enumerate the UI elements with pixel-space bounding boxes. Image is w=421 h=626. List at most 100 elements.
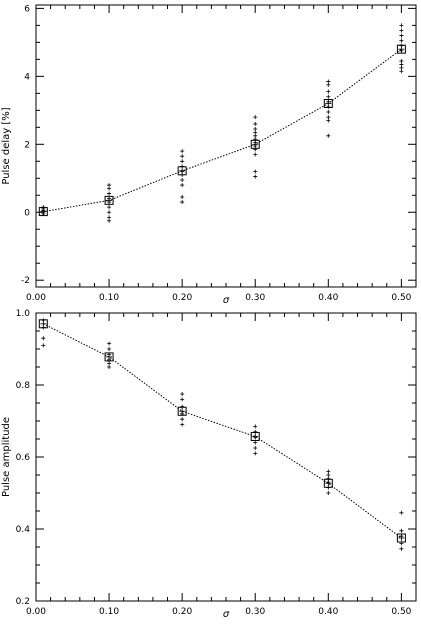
- x-tick-label: 0.30: [245, 607, 265, 617]
- sample-point: [399, 528, 404, 533]
- sample-point: [180, 200, 185, 205]
- sample-point: [107, 205, 112, 210]
- sample-point: [326, 79, 331, 84]
- sample-point: [253, 446, 258, 450]
- y-tick-label: 6: [24, 4, 30, 14]
- sample-point: [253, 435, 258, 440]
- sample-point: [326, 89, 331, 94]
- sample-point: [253, 440, 258, 445]
- sample-point: [326, 469, 331, 474]
- y-axis-label: Pulse delay [%]: [1, 107, 12, 184]
- sample-point: [253, 121, 258, 126]
- plot-frame: [35, 312, 417, 602]
- sample-point: [399, 48, 404, 53]
- sample-point: [41, 325, 46, 330]
- x-tick-label: 0.40: [318, 293, 338, 303]
- x-tick-label: 0.50: [391, 293, 411, 303]
- sample-point: [253, 429, 258, 434]
- sample-point: [326, 110, 331, 115]
- sample-point: [253, 424, 258, 429]
- sample-point: [253, 174, 258, 179]
- sample-point: [326, 133, 331, 138]
- x-tick-label: 0.20: [172, 607, 192, 617]
- y-axis-label: Pulse amplitude: [1, 417, 12, 497]
- sample-point: [253, 169, 258, 174]
- sample-point: [399, 534, 404, 539]
- sample-point: [399, 43, 404, 48]
- mean-line: [43, 48, 402, 213]
- sample-point: [399, 28, 404, 33]
- y-tick-label: 4: [24, 72, 30, 82]
- delay-panel: 0.00 0.10 0.20 0.30 0.40 0.50 -2 0 2 4 6 σ Pulse del…: [1, 4, 417, 306]
- sample-point: [180, 149, 185, 154]
- sample-point: [180, 422, 185, 427]
- sample-point: [253, 127, 258, 132]
- sample-point: [326, 104, 331, 109]
- sample-point: [107, 361, 112, 366]
- sample-point: [107, 191, 112, 196]
- sample-point: [326, 491, 331, 495]
- sample-point: [41, 336, 46, 341]
- sample-point: [180, 417, 185, 422]
- sample-point: [180, 177, 185, 182]
- sample-point: [326, 118, 331, 123]
- y-tick-label: 0.8: [16, 381, 31, 391]
- x-tick-label: 0.10: [99, 607, 119, 617]
- mean-line: [43, 323, 402, 539]
- sample-point: [180, 183, 185, 188]
- sample-point: [399, 546, 404, 551]
- sample-point: [326, 82, 331, 87]
- x-tick-label: 0.00: [26, 293, 46, 303]
- sample-point: [180, 159, 185, 164]
- sample-point: [399, 23, 404, 28]
- sample-point: [180, 164, 185, 169]
- sample-point: [107, 186, 112, 191]
- sample-point: [107, 352, 112, 357]
- sample-point: [180, 411, 185, 416]
- x-axis-label: σ: [223, 295, 230, 306]
- sample-point: [180, 404, 185, 409]
- sample-point: [107, 357, 112, 362]
- sample-point: [399, 510, 404, 515]
- sample-point: [399, 65, 404, 70]
- sample-point: [253, 147, 258, 152]
- plot-frame: [35, 4, 417, 288]
- sample-point: [399, 62, 404, 67]
- sample-point: [399, 541, 404, 546]
- sample-point: [326, 476, 331, 481]
- sample-point: [253, 115, 258, 120]
- sample-point: [253, 130, 258, 135]
- sample-point: [107, 215, 112, 220]
- sample-point: [107, 183, 112, 188]
- x-axis-label: σ: [223, 609, 230, 620]
- square-marker: [104, 195, 114, 205]
- sample-point: [107, 341, 112, 346]
- y-tick-label: 0.2: [16, 597, 30, 607]
- sample-point: [326, 473, 331, 477]
- y-tick-label: 0: [24, 208, 30, 218]
- sample-point: [107, 200, 112, 205]
- x-tick-label: 0.30: [245, 293, 265, 303]
- y-tick-label: 0.4: [16, 525, 31, 535]
- sample-point: [399, 33, 404, 38]
- sample-point: [180, 392, 185, 396]
- sample-point: [107, 365, 112, 369]
- sample-point: [180, 154, 185, 159]
- sample-point: [41, 205, 46, 210]
- y-tick-label: 2: [24, 140, 30, 150]
- sample-point: [326, 485, 331, 490]
- sample-point: [107, 210, 112, 215]
- sample-point: [107, 218, 112, 223]
- sample-point: [41, 343, 46, 348]
- x-tick-label: 0.20: [172, 293, 192, 303]
- sample-point: [253, 133, 258, 138]
- x-tick-label: 0.50: [391, 607, 411, 617]
- sample-point: [326, 480, 331, 485]
- sample-point: [326, 115, 331, 120]
- x-tick-label: 0.00: [26, 607, 46, 617]
- sample-point: [253, 451, 258, 456]
- amplitude-panel: 0.00 0.10 0.20 0.30 0.40 0.50 0.2 0.4 0.6 0.8 1.0 σ…: [1, 309, 417, 620]
- sample-point: [180, 397, 185, 402]
- y-tick-label: -2: [21, 276, 30, 286]
